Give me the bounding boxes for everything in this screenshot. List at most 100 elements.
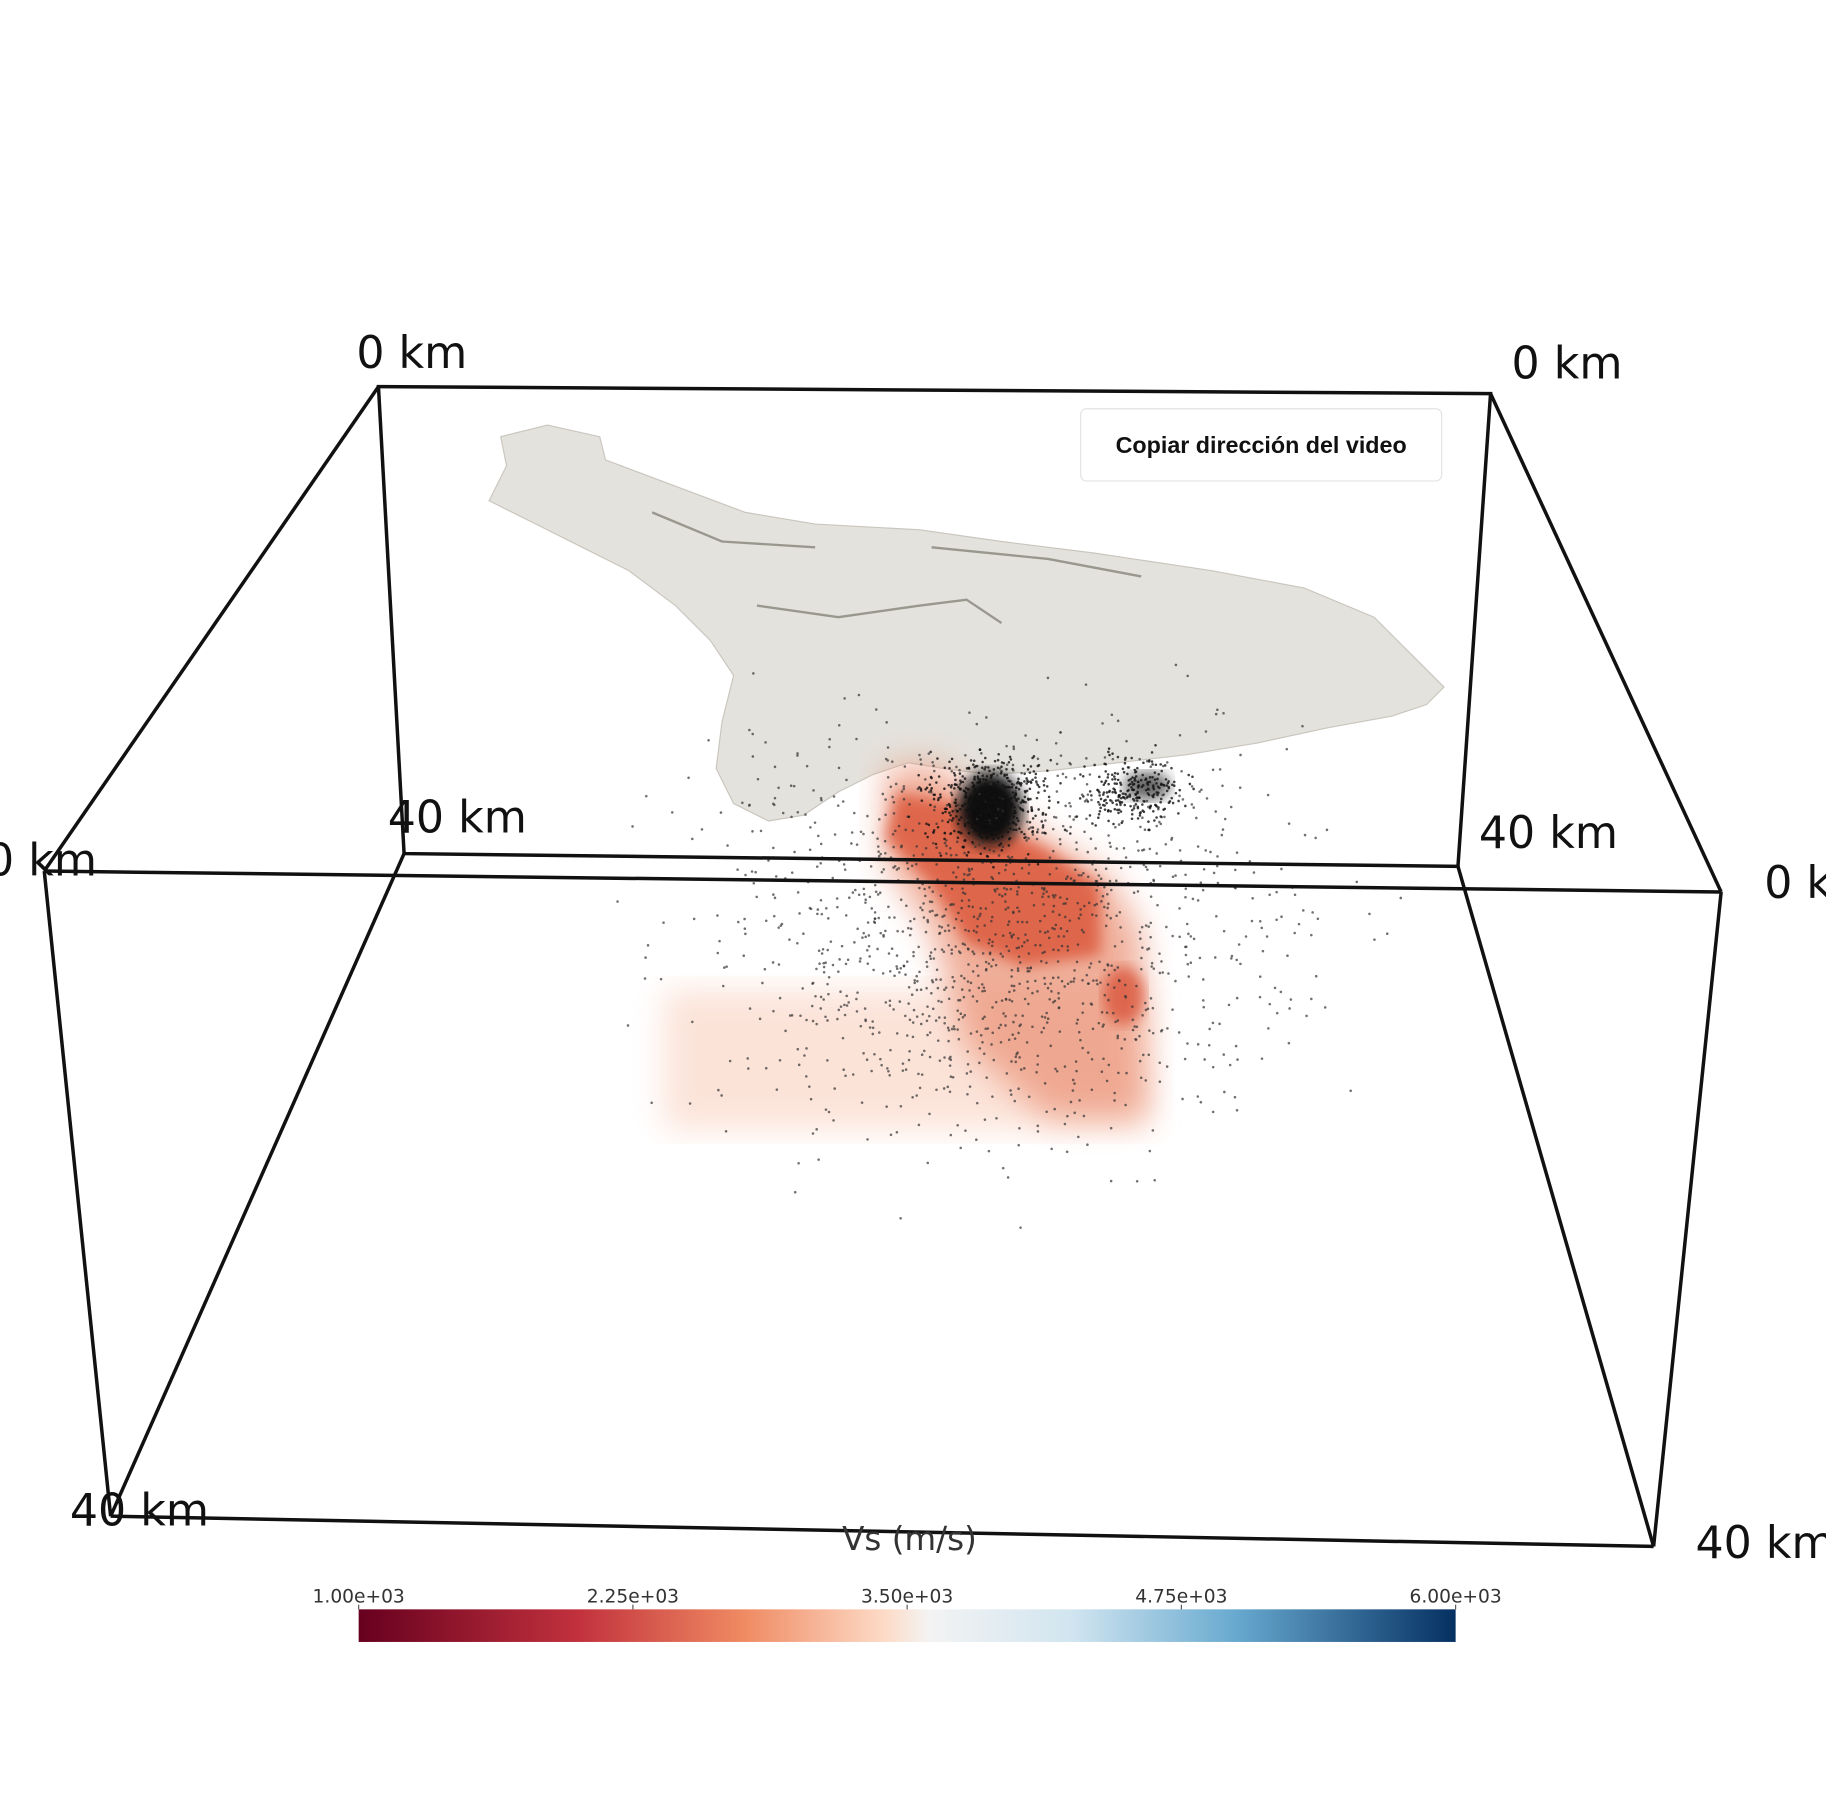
colorbar-tick-label: 1.00e+03 bbox=[313, 1586, 405, 1607]
point bbox=[1146, 792, 1150, 795]
point bbox=[978, 1061, 981, 1065]
point bbox=[983, 767, 986, 771]
point bbox=[1131, 1028, 1135, 1032]
point bbox=[878, 1031, 881, 1034]
point bbox=[890, 760, 894, 763]
point bbox=[1097, 816, 1100, 819]
point bbox=[861, 936, 864, 939]
point bbox=[983, 924, 986, 927]
point bbox=[944, 907, 948, 911]
point bbox=[1008, 804, 1012, 807]
point bbox=[939, 793, 942, 796]
point bbox=[992, 849, 996, 853]
point bbox=[1285, 747, 1289, 751]
point bbox=[915, 845, 918, 848]
point bbox=[960, 906, 963, 910]
point bbox=[1208, 1027, 1211, 1031]
point bbox=[963, 892, 967, 896]
point bbox=[991, 940, 994, 944]
point bbox=[1016, 906, 1019, 910]
point bbox=[961, 804, 964, 808]
point bbox=[815, 1022, 818, 1026]
point bbox=[1170, 766, 1173, 770]
point bbox=[943, 929, 947, 933]
point bbox=[1082, 1114, 1086, 1118]
point bbox=[1167, 801, 1171, 804]
point bbox=[958, 818, 961, 821]
point bbox=[812, 789, 815, 792]
point bbox=[893, 916, 896, 919]
point bbox=[950, 948, 954, 952]
point bbox=[987, 816, 990, 819]
point bbox=[1049, 1044, 1053, 1048]
point bbox=[970, 822, 974, 826]
point bbox=[844, 962, 848, 966]
point bbox=[925, 1019, 929, 1023]
point bbox=[1158, 1061, 1162, 1065]
point bbox=[990, 965, 993, 968]
point bbox=[1125, 739, 1128, 743]
point bbox=[805, 1047, 808, 1050]
point bbox=[1079, 913, 1082, 916]
point bbox=[1087, 982, 1090, 985]
velocity-anomaly bbox=[663, 762, 1148, 1130]
point bbox=[876, 947, 879, 951]
point bbox=[1105, 914, 1109, 917]
point bbox=[878, 818, 881, 821]
point bbox=[1117, 808, 1121, 812]
point bbox=[1088, 814, 1092, 817]
point bbox=[631, 825, 634, 828]
point bbox=[943, 766, 947, 770]
point bbox=[972, 929, 976, 933]
point bbox=[751, 755, 755, 758]
point bbox=[1089, 837, 1093, 841]
point bbox=[898, 971, 901, 974]
point bbox=[1148, 847, 1152, 851]
point bbox=[931, 890, 935, 893]
point bbox=[1083, 765, 1086, 768]
point bbox=[901, 1069, 905, 1072]
point bbox=[898, 1000, 902, 1003]
context-menu[interactable]: Copiar dirección del video bbox=[1080, 408, 1443, 482]
point bbox=[980, 836, 984, 840]
point bbox=[1252, 871, 1256, 874]
point bbox=[773, 765, 777, 769]
menu-item[interactable]: Copiar dirección del video bbox=[1116, 432, 1407, 458]
point bbox=[1129, 804, 1132, 808]
point bbox=[910, 993, 914, 996]
point bbox=[975, 999, 979, 1003]
point bbox=[1069, 980, 1073, 984]
point bbox=[1046, 986, 1050, 990]
point bbox=[1155, 816, 1158, 819]
point bbox=[1093, 903, 1097, 907]
point bbox=[1146, 787, 1150, 791]
point bbox=[892, 812, 896, 815]
point bbox=[919, 906, 922, 909]
point bbox=[968, 803, 972, 807]
point bbox=[1012, 821, 1016, 825]
point bbox=[1031, 817, 1035, 820]
point bbox=[1054, 923, 1058, 927]
point bbox=[963, 1013, 967, 1017]
point bbox=[1173, 780, 1176, 784]
point bbox=[948, 1090, 952, 1093]
point bbox=[966, 980, 970, 983]
point bbox=[1152, 879, 1156, 883]
point bbox=[1026, 939, 1029, 942]
point bbox=[1144, 788, 1148, 792]
point bbox=[1147, 1053, 1151, 1057]
point bbox=[1188, 782, 1192, 786]
point bbox=[1136, 805, 1140, 809]
point bbox=[1149, 997, 1153, 1000]
point bbox=[950, 1027, 954, 1031]
point bbox=[1107, 1063, 1111, 1067]
point bbox=[1007, 920, 1011, 923]
point bbox=[879, 852, 882, 856]
point bbox=[963, 977, 966, 980]
point bbox=[1103, 756, 1107, 759]
point bbox=[1040, 960, 1043, 963]
point bbox=[986, 810, 990, 813]
point bbox=[905, 861, 909, 865]
point bbox=[1238, 786, 1242, 789]
point bbox=[842, 1068, 845, 1071]
